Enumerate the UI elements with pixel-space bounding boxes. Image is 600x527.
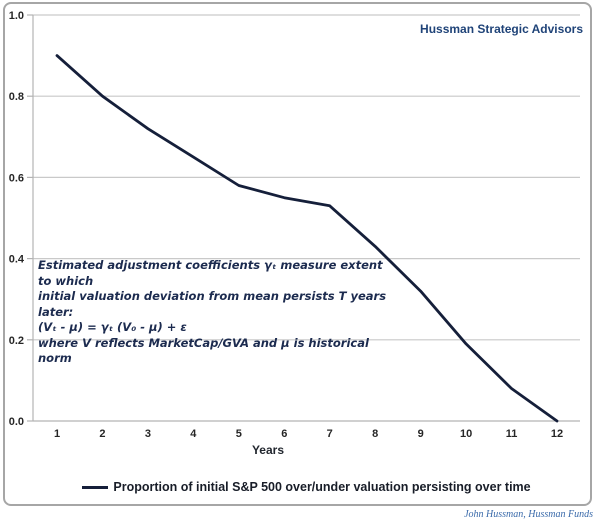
x-axis-title: Years [251, 443, 285, 457]
y-tick-label: 0.0 [9, 416, 24, 428]
x-tick-label: 4 [190, 428, 197, 440]
annotation-formula: (Vₜ - μ) = γₜ (V₀ - μ) + ε [38, 320, 187, 334]
annotation-line: Estimated adjustment coefficients γₜ mea… [38, 258, 383, 288]
x-tick-label: 11 [506, 428, 518, 440]
chart-frame [3, 2, 592, 506]
x-tick-label: 9 [418, 428, 424, 440]
legend-label: Proportion of initial S&P 500 over/under… [113, 480, 531, 494]
legend: Proportion of initial S&P 500 over/under… [33, 480, 580, 494]
annotation-line: where V reflects MarketCap/GVA and μ is … [38, 335, 369, 366]
y-axis-tick-labels: 0.0 0.2 0.4 0.6 0.8 1.0 [9, 10, 25, 428]
y-tick-label: 0.2 [9, 335, 24, 347]
x-tick-label: 10 [460, 428, 472, 440]
gridlines [33, 14, 580, 422]
series-line [55, 54, 559, 423]
x-tick-label: 3 [145, 428, 151, 440]
brand-label: Hussman Strategic Advisors [420, 22, 583, 36]
credit-text: John Hussman, Hussman Funds [464, 509, 593, 520]
x-tick-label: 5 [236, 428, 242, 440]
x-tick-label: 8 [372, 428, 378, 440]
y-tick-label: 0.4 [9, 254, 25, 266]
legend-line-sample [82, 485, 109, 489]
y-tick-label: 1.0 [9, 10, 24, 22]
x-tick-label: 6 [281, 428, 287, 440]
annotation-line: initial valuation deviation from mean pe… [38, 289, 387, 319]
x-tick-label: 12 [551, 428, 563, 440]
annotation-text: Estimated adjustment coefficients γₜ mea… [38, 258, 398, 367]
x-tick-label: 7 [327, 428, 333, 440]
x-tick-label: 2 [99, 428, 105, 440]
x-axis-tick-labels: 1 2 3 4 5 6 7 8 9 10 11 12 [54, 428, 563, 440]
axes [27, 14, 34, 422]
y-tick-label: 0.6 [9, 172, 24, 184]
x-tick-label: 1 [54, 428, 60, 440]
y-tick-label: 0.8 [9, 91, 24, 103]
